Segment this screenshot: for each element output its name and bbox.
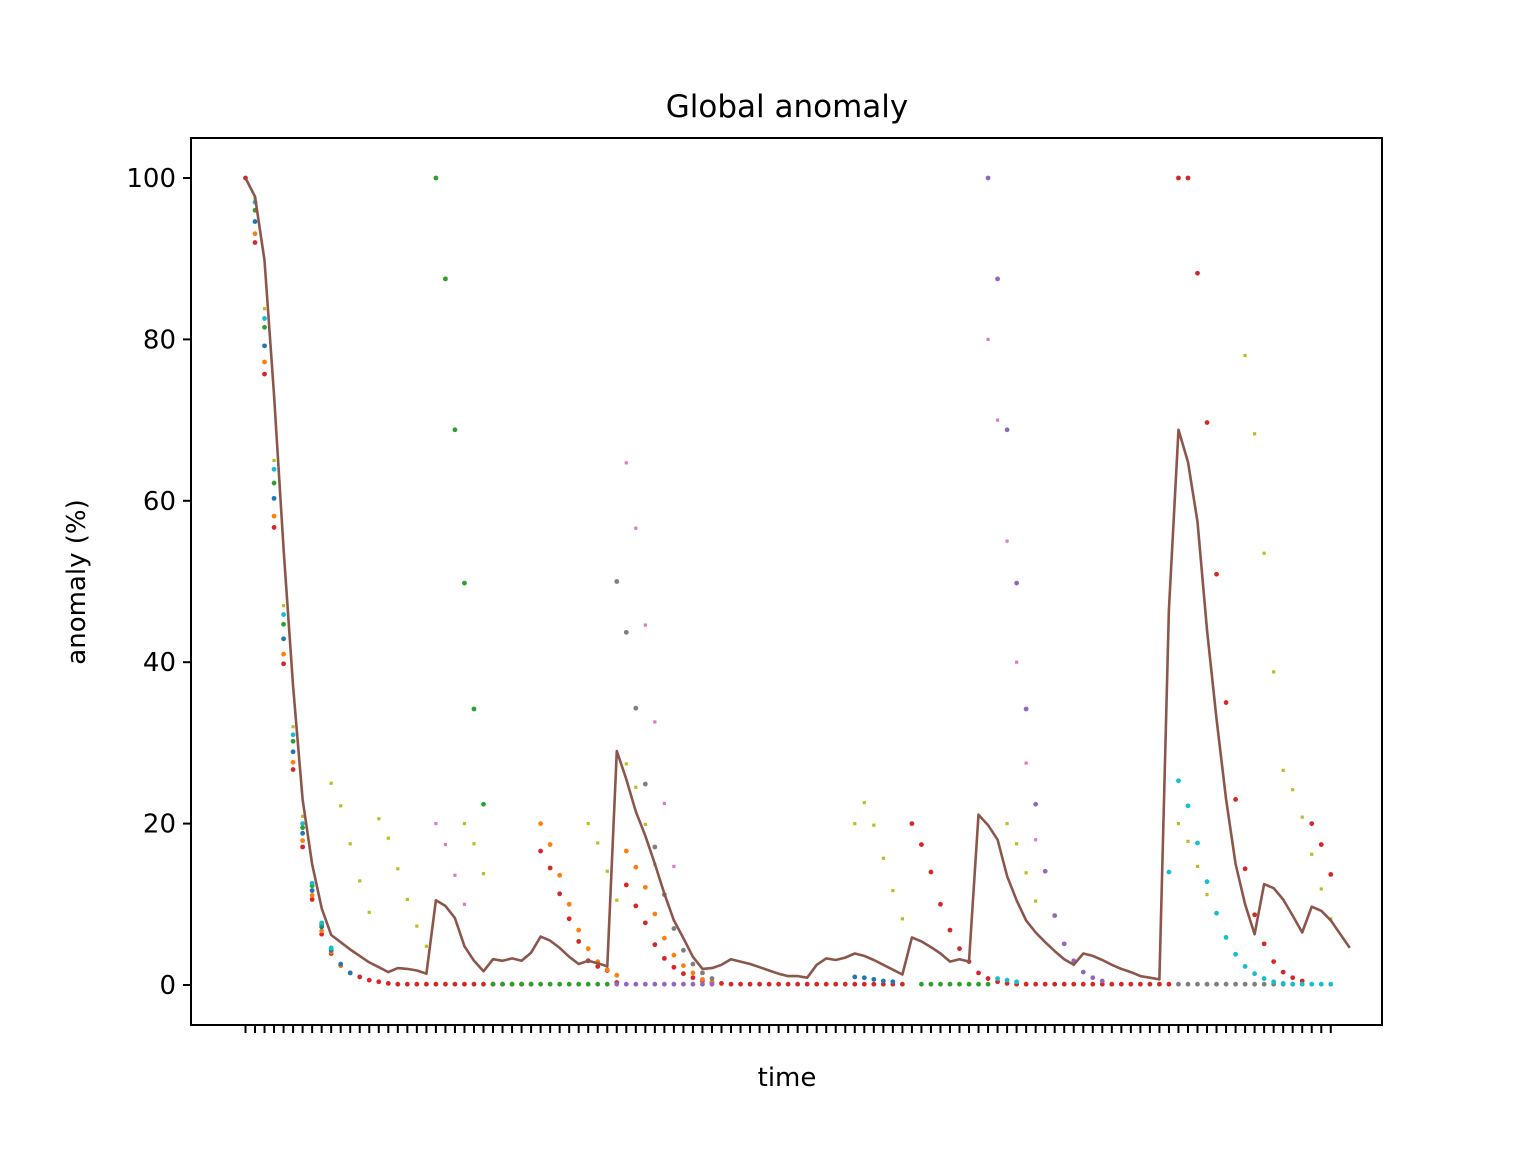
y-tick-label: 0 (159, 971, 176, 1001)
y-tick-label: 60 (143, 487, 176, 517)
y-axis-label: anomaly (%) (62, 499, 92, 664)
series-pink (434, 337, 1038, 906)
y-tick-label: 100 (126, 164, 176, 194)
y-axis-ticks: 0 20 40 60 80 100 (126, 164, 191, 1001)
axes-frame (190, 137, 1383, 1026)
y-tick-label: 20 (143, 810, 176, 840)
mean-line (244, 177, 1351, 981)
chart-title: Global anomaly (666, 89, 909, 125)
x-axis-ticks (244, 1025, 1332, 1033)
series-orange (252, 231, 715, 985)
series-cyan (252, 199, 1334, 987)
y-tick-label: 40 (143, 648, 176, 678)
y-tick-label: 80 (143, 325, 176, 355)
plot-area: 0 20 40 60 80 100 (126, 137, 1383, 1033)
series-purple (614, 175, 1105, 987)
x-axis-label: time (758, 1063, 817, 1093)
